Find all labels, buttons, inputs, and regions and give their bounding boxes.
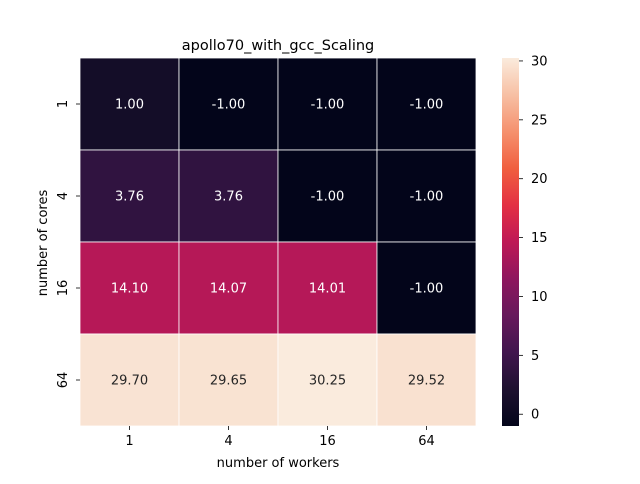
colorbar-tick-label: 5 — [531, 349, 539, 364]
heatmap-cells — [79, 57, 477, 427]
colorbar — [502, 58, 519, 426]
colorbar-tick-label: 10 — [531, 290, 548, 305]
cell-annotation: -1.00 — [410, 98, 444, 113]
cell-annotation: -1.00 — [410, 190, 444, 205]
cell-annotation: -1.00 — [212, 98, 246, 113]
x-tick-label: 4 — [224, 434, 232, 449]
cell-annotation: 30.25 — [309, 374, 346, 389]
cell-annotation: -1.00 — [311, 190, 345, 205]
cell-annotation: 14.01 — [309, 282, 346, 297]
cell-annotation: 3.76 — [115, 190, 144, 205]
heatmap-cell — [79, 149, 180, 243]
heatmap-cell — [178, 333, 279, 427]
heatmap-cell — [178, 241, 279, 335]
colorbar-ticks: 0 5 10 15 20 25 30 — [519, 54, 548, 423]
heatmap-cell — [79, 57, 180, 151]
heatmap-cell — [376, 57, 477, 151]
heatmap-cell — [376, 149, 477, 243]
colorbar-tick-label: 20 — [531, 172, 548, 187]
colorbar-tick-label: 0 — [531, 408, 539, 423]
y-tick-label: 16 — [56, 280, 71, 297]
cell-annotation: -1.00 — [410, 282, 444, 297]
cell-annotation: 3.76 — [214, 190, 243, 205]
y-tick-label: 1 — [56, 100, 71, 108]
cell-annotation: 29.52 — [408, 374, 445, 389]
cell-annotations: 1.00 -1.00 -1.00 -1.00 3.76 3.76 -1.00 -1.00 14.… — [111, 98, 445, 389]
heatmap-cell — [277, 57, 378, 151]
colorbar-tick-label: 25 — [531, 113, 548, 128]
x-tick-label: 1 — [125, 434, 133, 449]
cell-annotation: 1.00 — [115, 98, 144, 113]
colorbar-tick-label: 30 — [531, 54, 548, 69]
cell-annotation: 14.07 — [210, 282, 247, 297]
y-axis-label: number of cores — [36, 190, 51, 297]
x-tick-label: 64 — [418, 434, 435, 449]
colorbar-tick-label: 15 — [531, 231, 548, 246]
heatmap-cell — [277, 333, 378, 427]
cell-annotation: 29.65 — [210, 374, 247, 389]
heatmap-cell — [178, 57, 279, 151]
heatmap-cell — [376, 333, 477, 427]
chart-title: apollo70_with_gcc_Scaling — [182, 38, 375, 54]
y-axis-ticks: 1 4 16 64 — [56, 100, 80, 388]
x-tick-label: 16 — [319, 434, 336, 449]
x-axis-label: number of workers — [217, 456, 340, 471]
y-tick-label: 4 — [56, 192, 71, 200]
heatmap-cell — [79, 333, 180, 427]
heatmap-cell — [178, 149, 279, 243]
cell-annotation: 29.70 — [111, 374, 148, 389]
cell-annotation: 14.10 — [111, 282, 148, 297]
cell-annotation: -1.00 — [311, 98, 345, 113]
y-tick-label: 64 — [56, 372, 71, 389]
heatmap-cell — [376, 241, 477, 335]
x-axis-ticks: 1 4 16 64 — [125, 426, 435, 449]
